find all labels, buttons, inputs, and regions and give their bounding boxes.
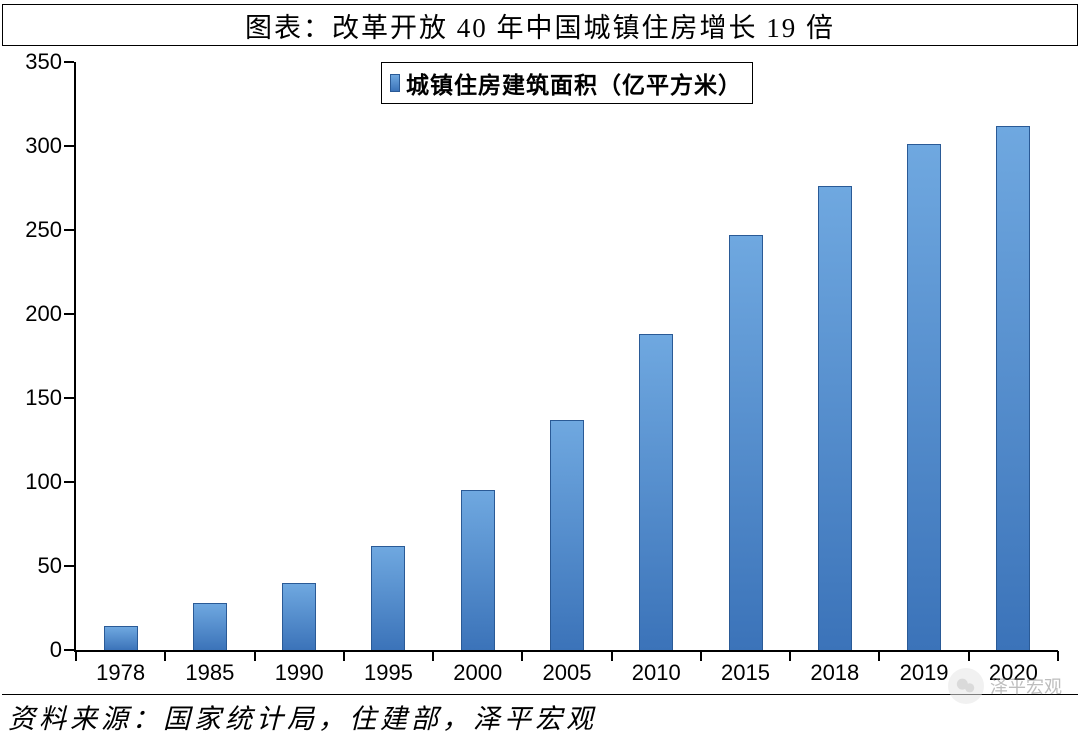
y-tick [64,313,74,315]
y-axis-label: 150 [25,385,62,411]
bar [550,420,584,650]
y-axis-label: 350 [25,49,62,75]
y-tick [64,229,74,231]
x-tick [611,651,613,661]
y-axis-label: 100 [25,469,62,495]
y-tick [64,61,74,63]
source-line: 资料来源：国家统计局，住建部，泽平宏观 [2,694,1078,738]
legend: 城镇住房建筑面积（亿平方米） [381,62,753,104]
watermark-text: 泽平宏观 [990,673,1062,699]
x-axis-label: 2000 [453,660,502,686]
x-axis-label: 1978 [96,660,145,686]
x-tick [1057,651,1059,661]
x-axis-label: 2019 [900,660,949,686]
bar [996,126,1030,650]
x-tick [968,651,970,661]
x-tick [878,651,880,661]
y-tick [64,145,74,147]
x-tick [164,651,166,661]
bar [371,546,405,650]
legend-label: 城镇住房建筑面积（亿平方米） [406,66,742,100]
y-axis-label: 50 [38,553,62,579]
bar [461,490,495,650]
bar [818,186,852,650]
x-axis-label: 2015 [721,660,770,686]
y-tick [64,649,74,651]
y-tick [64,481,74,483]
x-axis-label: 1995 [364,660,413,686]
x-axis-label: 2018 [810,660,859,686]
y-axis-label: 0 [50,637,62,663]
x-tick [789,651,791,661]
legend-swatch [390,74,400,92]
x-axis-label: 1990 [275,660,324,686]
y-axis-label: 250 [25,217,62,243]
chart-area: 城镇住房建筑面积（亿平方米） 0 50 100 150 200 250 300 350 1978… [2,48,1078,694]
y-axis-label: 200 [25,301,62,327]
wechat-icon [948,668,984,704]
x-tick [700,651,702,661]
bar [907,144,941,650]
bar [639,334,673,650]
x-axis-label: 2005 [543,660,592,686]
x-tick [254,651,256,661]
x-tick [521,651,523,661]
y-axis-label: 300 [25,133,62,159]
bar [729,235,763,650]
x-axis-label: 2010 [632,660,681,686]
bar [282,583,316,650]
x-tick [343,651,345,661]
y-tick [64,565,74,567]
watermark: 泽平宏观 [948,668,1062,704]
chart-title: 图表：改革开放 40 年中国城镇住房增长 19 倍 [2,4,1078,46]
x-tick [432,651,434,661]
bar [193,603,227,650]
x-tick [75,651,77,661]
chart-container: 图表：改革开放 40 年中国城镇住房增长 19 倍 城镇住房建筑面积（亿平方米）… [0,0,1080,742]
plot-box: 城镇住房建筑面积（亿平方米） 0501001502002503003501978… [74,62,1058,652]
x-axis-label: 1985 [185,660,234,686]
bar [104,626,138,650]
y-tick [64,397,74,399]
